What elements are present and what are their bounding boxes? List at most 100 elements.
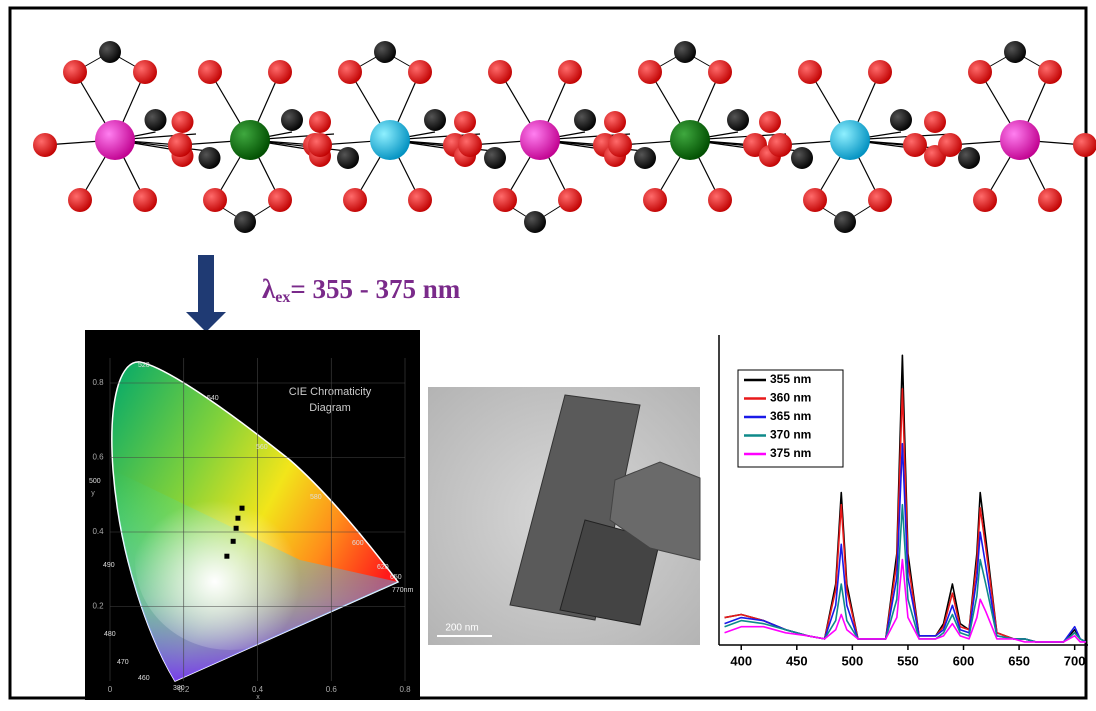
x-tick-label: 650 bbox=[1008, 653, 1030, 668]
legend-label: 365 nm bbox=[770, 409, 811, 423]
oxygen-atom bbox=[768, 133, 792, 157]
x-tick-label: 700 bbox=[1064, 653, 1086, 668]
wavelength-label: 470 bbox=[117, 659, 129, 666]
legend-label: 370 nm bbox=[770, 428, 811, 442]
oxygen-atom bbox=[168, 133, 192, 157]
legend-box bbox=[737, 369, 844, 468]
carbon-atom bbox=[791, 147, 813, 169]
cie-panel: CIE Chromaticity Diagram 0 0.2 0.4 0.6 0.8 0.2… bbox=[85, 330, 420, 701]
metal-atom bbox=[520, 120, 560, 160]
x-tick-label: 500 bbox=[842, 653, 864, 668]
oxygen-atom bbox=[493, 188, 517, 212]
wavelength-label: 620 bbox=[377, 564, 389, 571]
oxygen-atom bbox=[1038, 188, 1062, 212]
wavelength-label: 490 bbox=[103, 562, 115, 569]
oxygen-atom bbox=[268, 60, 292, 84]
oxygen-atom bbox=[938, 133, 962, 157]
oxygen-atom bbox=[309, 111, 331, 133]
carbon-atom bbox=[727, 109, 749, 131]
carbon-atom bbox=[198, 147, 221, 169]
oxygen-atom bbox=[868, 60, 892, 84]
y-tick-label: 0.2 bbox=[92, 602, 104, 611]
metal-atom bbox=[830, 120, 870, 160]
wavelength-label: 520 bbox=[138, 362, 150, 369]
x-tick-label: 0.2 bbox=[178, 685, 190, 694]
carbon-atom bbox=[484, 147, 506, 169]
oxygen-atom bbox=[868, 188, 892, 212]
legend-label: 375 nm bbox=[770, 446, 811, 460]
oxygen-atom bbox=[458, 133, 482, 157]
carbon-atom bbox=[958, 147, 980, 169]
oxygen-atom bbox=[903, 133, 927, 157]
oxygen-atom bbox=[1073, 133, 1096, 157]
oxygen-atom bbox=[924, 111, 946, 133]
oxygen-atom bbox=[63, 60, 87, 84]
legend-label: 360 nm bbox=[770, 391, 811, 405]
carbon-atom bbox=[634, 147, 656, 169]
cie-point bbox=[230, 538, 236, 544]
oxygen-atom bbox=[638, 60, 662, 84]
oxygen-atom bbox=[33, 133, 57, 157]
oxygen-atom bbox=[798, 60, 822, 84]
y-tick-label: 0.4 bbox=[92, 527, 104, 536]
y-axis-label: y bbox=[91, 490, 95, 497]
carbon-atom bbox=[834, 211, 856, 233]
carbon-atom bbox=[890, 109, 912, 131]
wavelength-label: 580 bbox=[310, 494, 322, 501]
oxygen-atom bbox=[1038, 60, 1062, 84]
carbon-atom bbox=[574, 109, 596, 131]
wavelength-label: 650 bbox=[390, 574, 402, 581]
tem-rod bbox=[609, 461, 701, 561]
oxygen-atom bbox=[408, 60, 432, 84]
x-tick-label: 600 bbox=[953, 653, 975, 668]
carbon-atom bbox=[674, 41, 696, 63]
cie-point bbox=[235, 515, 241, 521]
oxygen-atom bbox=[133, 188, 157, 212]
metal-atom bbox=[230, 120, 270, 160]
oxygen-atom bbox=[338, 60, 362, 84]
lambda: λ bbox=[262, 274, 276, 304]
carbon-atom bbox=[524, 211, 546, 233]
oxygen-atom bbox=[268, 188, 292, 212]
cie-point bbox=[224, 553, 230, 559]
arrow bbox=[186, 255, 226, 332]
oxygen-atom bbox=[308, 133, 332, 157]
wavelength-label: 380 bbox=[173, 685, 185, 692]
cie-title-line: CIE Chromaticity Diagram bbox=[289, 386, 372, 414]
oxygen-atom bbox=[643, 188, 667, 212]
frame bbox=[8, 6, 1088, 700]
excitation-label: λex= 355 - 375 nm bbox=[262, 274, 461, 305]
oxygen-atom bbox=[558, 188, 582, 212]
oxygen-atom bbox=[133, 60, 157, 84]
y-tick-label: 0.8 bbox=[92, 378, 104, 387]
carbon-atom bbox=[337, 147, 359, 169]
oxygen-atom bbox=[759, 111, 781, 133]
x-tick-label: 0.8 bbox=[399, 685, 411, 694]
x-tick-label: 450 bbox=[786, 653, 808, 668]
cie-white-point bbox=[135, 470, 325, 650]
metal-atom bbox=[370, 120, 410, 160]
oxygen-atom bbox=[604, 111, 626, 133]
emission-spectrum: 400 450 500 550 600 650 700 355 nm 360 nm 365 nm 3… bbox=[718, 335, 1088, 668]
oxygen-atom bbox=[708, 188, 732, 212]
y-tick-label: 0.6 bbox=[92, 453, 104, 462]
cie-point bbox=[239, 505, 245, 511]
oxygen-atom bbox=[608, 133, 632, 157]
metal-atom bbox=[670, 120, 710, 160]
carbon-atom bbox=[281, 109, 303, 131]
oxygen-atom bbox=[973, 188, 997, 212]
wavelength-label: 480 bbox=[104, 631, 116, 638]
crystal-chain bbox=[33, 41, 1096, 233]
metal-atom bbox=[95, 120, 135, 160]
metal-atom bbox=[1000, 120, 1040, 160]
x-tick-label: 550 bbox=[897, 653, 919, 668]
tem-image: 200 nm bbox=[428, 387, 701, 645]
wavelength-label: 600 bbox=[352, 540, 364, 547]
wavelength-label: 460 bbox=[138, 675, 150, 682]
cie-point bbox=[233, 525, 239, 531]
carbon-atom bbox=[99, 41, 121, 63]
spectrum-line bbox=[724, 558, 1086, 643]
excitation-range: = 355 - 375 nm bbox=[290, 274, 460, 304]
legend-label: 355 nm bbox=[770, 372, 811, 386]
oxygen-atom bbox=[68, 188, 92, 212]
